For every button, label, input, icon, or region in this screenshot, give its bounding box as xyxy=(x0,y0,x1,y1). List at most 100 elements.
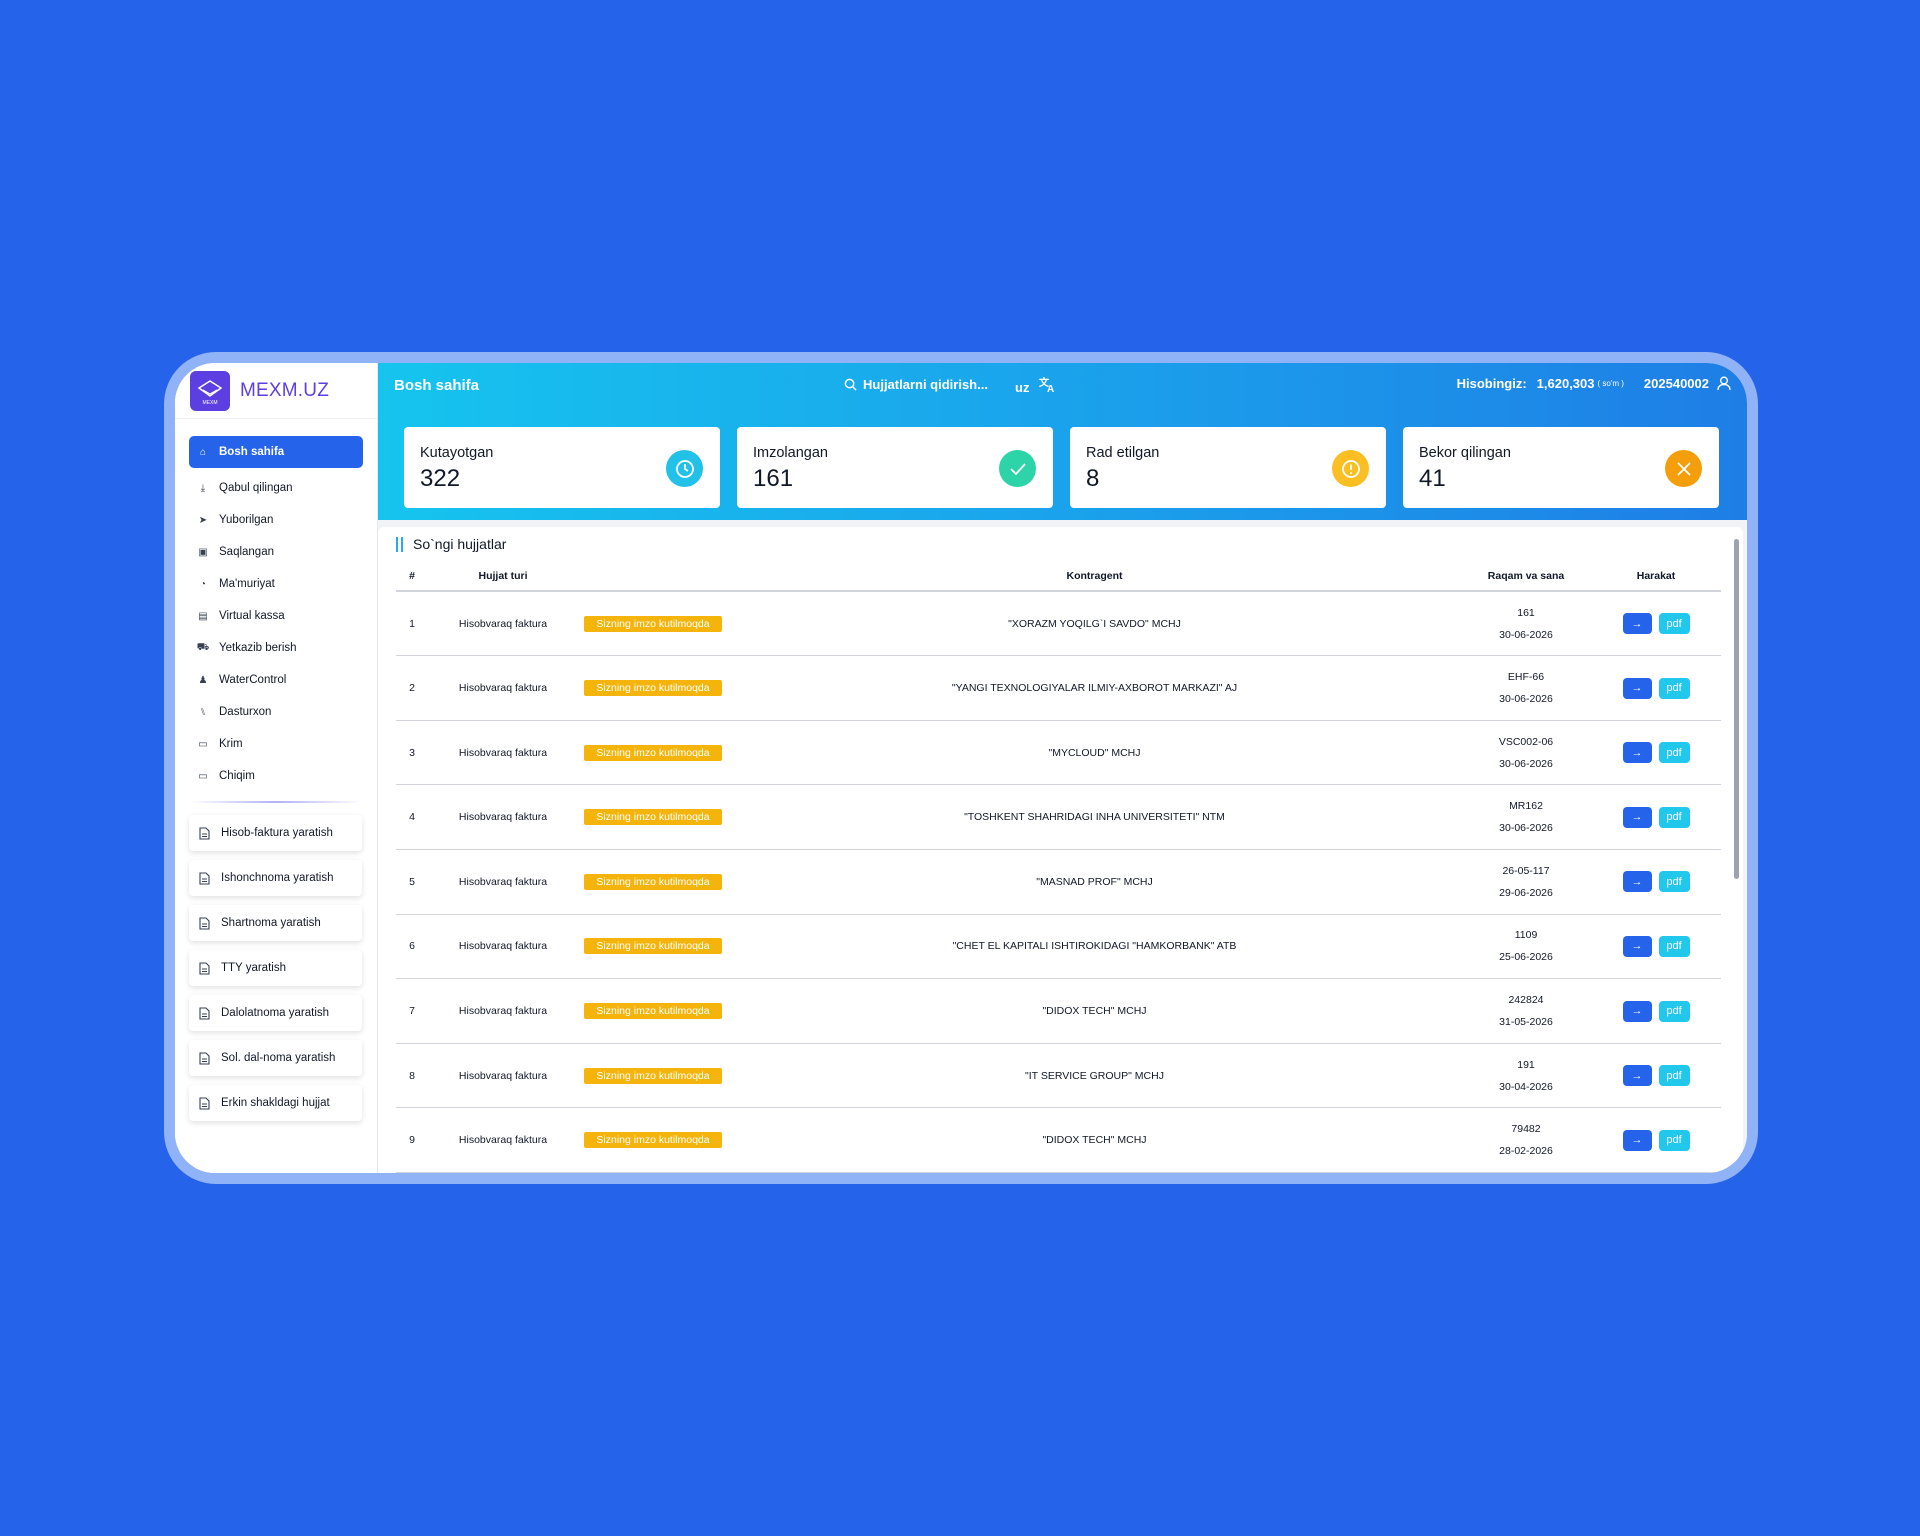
document-number: VSC002-06 xyxy=(1498,735,1554,748)
open-arrow-button[interactable]: → xyxy=(1622,742,1652,764)
logo[interactable]: MEXM MEXM.UZ xyxy=(175,363,377,419)
column-header: Raqam va sana xyxy=(1461,561,1591,593)
sidebar-item-watercontrol[interactable]: ♟ WaterControl xyxy=(189,664,363,696)
home-icon: ⌂ xyxy=(199,446,207,458)
open-arrow-button[interactable]: → xyxy=(1622,613,1652,635)
sidebar-item-qabul-qilingan[interactable]: ⤓ Qabul qilingan xyxy=(189,472,363,504)
pdf-button[interactable]: pdf xyxy=(1658,613,1690,635)
table-header-row: # Hujjat turi Kontragent Raqam va sana Harak… xyxy=(396,561,1721,593)
create-document-list: Hisob-faktura yaratish Ishonchnoma yarati… xyxy=(175,811,377,1130)
actions: → pdf xyxy=(1591,849,1721,915)
pdf-button[interactable]: pdf xyxy=(1658,677,1690,699)
stat-value: 41 xyxy=(1419,465,1446,492)
language-switcher[interactable]: uz 文 A xyxy=(1015,376,1057,397)
account-id[interactable]: 202540002 xyxy=(1643,376,1709,391)
table-row[interactable]: 4 Hisobvaraq faktura Sizning imzo kutilmoq… xyxy=(396,784,1721,851)
create-button-5[interactable]: Sol. dal-noma yaratish xyxy=(189,1040,362,1076)
pdf-button[interactable]: pdf xyxy=(1658,1129,1690,1151)
sidebar-item-yetkazib-berish[interactable]: ⛟ Yetkazib berish xyxy=(189,632,363,664)
kontragent: "XORAZM YOQILG`I SAVDO" MCHJ xyxy=(728,591,1461,657)
actions: → pdf xyxy=(1591,591,1721,657)
device-frame: MEXM MEXM.UZ ⌂ Bosh sahifa ⤓ Qabul qilingan… xyxy=(164,352,1758,1184)
table-row[interactable]: 9 Hisobvaraq faktura Sizning imzo kutilmoq… xyxy=(396,1107,1721,1173)
create-button-2[interactable]: Shartnoma yaratish xyxy=(189,905,362,941)
table-row[interactable]: 7 Hisobvaraq faktura Sizning imzo kutilmoq… xyxy=(396,978,1721,1044)
document-number: 161 xyxy=(1517,606,1535,619)
stat-card-imzolangan[interactable]: Imzolangan 161 xyxy=(737,427,1053,508)
balance-currency: ( so'm ) xyxy=(1597,379,1624,388)
income-icon: ▭ xyxy=(198,738,208,750)
pdf-button[interactable]: pdf xyxy=(1658,871,1690,893)
water-icon: ♟ xyxy=(198,674,208,686)
create-button-0[interactable]: Hisob-faktura yaratish xyxy=(189,815,362,851)
number-and-date: 26-05-117 29-06-2026 xyxy=(1461,849,1591,915)
document-type: Hisobvaraq faktura xyxy=(428,1043,578,1109)
stat-value: 161 xyxy=(753,465,794,492)
create-button-label: Ishonchnoma yaratish xyxy=(221,872,334,884)
open-arrow-button[interactable]: → xyxy=(1622,1000,1652,1022)
status-cell: Sizning imzo kutilmoqda xyxy=(578,1107,728,1173)
document-date: 30-06-2026 xyxy=(1499,693,1553,706)
sidebar-item-dasturxon[interactable]: ⑊ Dasturxon xyxy=(189,696,363,728)
kontragent: "DIDOX TECH" MCHJ xyxy=(728,1107,1461,1173)
scrollbar[interactable] xyxy=(1734,539,1739,880)
status-badge: Sizning imzo kutilmoqda xyxy=(584,744,722,761)
open-arrow-button[interactable]: → xyxy=(1622,806,1652,828)
row-number: 6 xyxy=(396,914,428,980)
table-row[interactable]: 8 Hisobvaraq faktura Sizning imzo kutilmoq… xyxy=(396,1043,1721,1109)
document-type: Hisobvaraq faktura xyxy=(428,591,578,657)
open-arrow-button[interactable]: → xyxy=(1622,677,1652,699)
sidebar-item-krim[interactable]: ▭ Krim xyxy=(189,728,363,760)
sidebar-item-ma-muriyat[interactable]: ◔ Ma'muriyat xyxy=(189,568,363,600)
table-row[interactable]: 1 Hisobvaraq faktura Sizning imzo kutilmoq… xyxy=(396,591,1721,657)
expense-icon: ▭ xyxy=(198,770,208,782)
table-row[interactable]: 2 Hisobvaraq faktura Sizning imzo kutilmoq… xyxy=(396,655,1721,721)
kontragent: "DIDOX TECH" MCHJ xyxy=(728,978,1461,1044)
sidebar-item-chiqim[interactable]: ▭ Chiqim xyxy=(189,760,363,792)
document-date: 30-06-2026 xyxy=(1499,757,1553,770)
user-icon[interactable] xyxy=(1717,376,1731,391)
create-button-6[interactable]: Erkin shakldagi hujjat xyxy=(189,1085,362,1121)
sidebar-item-virtual-kassa[interactable]: ▤ Virtual kassa xyxy=(189,600,363,632)
pdf-button[interactable]: pdf xyxy=(1658,935,1690,957)
open-arrow-button[interactable]: → xyxy=(1622,871,1652,893)
pdf-button[interactable]: pdf xyxy=(1658,1000,1690,1022)
open-arrow-button[interactable]: → xyxy=(1622,1065,1652,1087)
sidebar-item-yuborilgan[interactable]: ➤ Yuborilgan xyxy=(189,504,363,536)
register-icon: ▤ xyxy=(198,610,208,622)
document-date: 30-04-2026 xyxy=(1499,1080,1553,1093)
table-row[interactable]: 6 Hisobvaraq faktura Sizning imzo kutilmoq… xyxy=(396,914,1721,980)
sidebar-item-saqlangan[interactable]: ▣ Saqlangan xyxy=(189,536,363,568)
sidebar-item-label: Virtual kassa xyxy=(219,610,285,622)
document-type: Hisobvaraq faktura xyxy=(428,720,578,786)
column-header: Harakat xyxy=(1591,561,1721,593)
number-and-date: MR162 30-06-2026 xyxy=(1461,784,1591,851)
document-number: MR162 xyxy=(1509,800,1543,813)
pdf-button[interactable]: pdf xyxy=(1658,742,1690,764)
stat-card-rad-etilgan[interactable]: Rad etilgan 8 xyxy=(1070,427,1386,508)
create-button-4[interactable]: Dalolatnoma yaratish xyxy=(189,995,362,1031)
open-arrow-button[interactable]: → xyxy=(1622,1129,1652,1151)
status-badge: Sizning imzo kutilmoqda xyxy=(584,615,722,632)
table-row[interactable]: 3 Hisobvaraq faktura Sizning imzo kutilmoq… xyxy=(396,720,1721,786)
search-box[interactable]: Hujjatlarni qidirish... xyxy=(844,377,988,392)
stat-card-bekor-qilingan[interactable]: Bekor qilingan 41 xyxy=(1403,427,1719,508)
table-row[interactable]: 5 Hisobvaraq faktura Sizning imzo kutilmoq… xyxy=(396,849,1721,915)
stat-card-kutayotgan[interactable]: Kutayotgan 322 xyxy=(404,427,720,508)
document-icon xyxy=(199,871,210,885)
create-button-1[interactable]: Ishonchnoma yaratish xyxy=(189,860,362,896)
number-and-date: 242824 31-05-2026 xyxy=(1461,978,1591,1044)
documents-table: # Hujjat turi Kontragent Raqam va sana Harak… xyxy=(396,561,1721,1173)
open-arrow-button[interactable]: → xyxy=(1622,935,1652,957)
logo-text: MEXM.UZ xyxy=(240,379,330,401)
svg-text:MEXM: MEXM xyxy=(203,400,218,406)
balance-label: Hisobingiz: xyxy=(1456,376,1527,391)
sidebar-item-label: Krim xyxy=(219,738,243,750)
sidebar-item-bosh-sahifa[interactable]: ⌂ Bosh sahifa xyxy=(189,436,363,468)
document-type: Hisobvaraq faktura xyxy=(428,784,578,851)
create-button-3[interactable]: TTY yaratish xyxy=(189,950,362,986)
pdf-button[interactable]: pdf xyxy=(1658,806,1690,828)
content-area: So`ngi hujjatlar # Hujjat turi Kontragent R… xyxy=(378,520,1747,1173)
create-button-label: Erkin shakldagi hujjat xyxy=(221,1097,330,1109)
pdf-button[interactable]: pdf xyxy=(1658,1065,1690,1087)
